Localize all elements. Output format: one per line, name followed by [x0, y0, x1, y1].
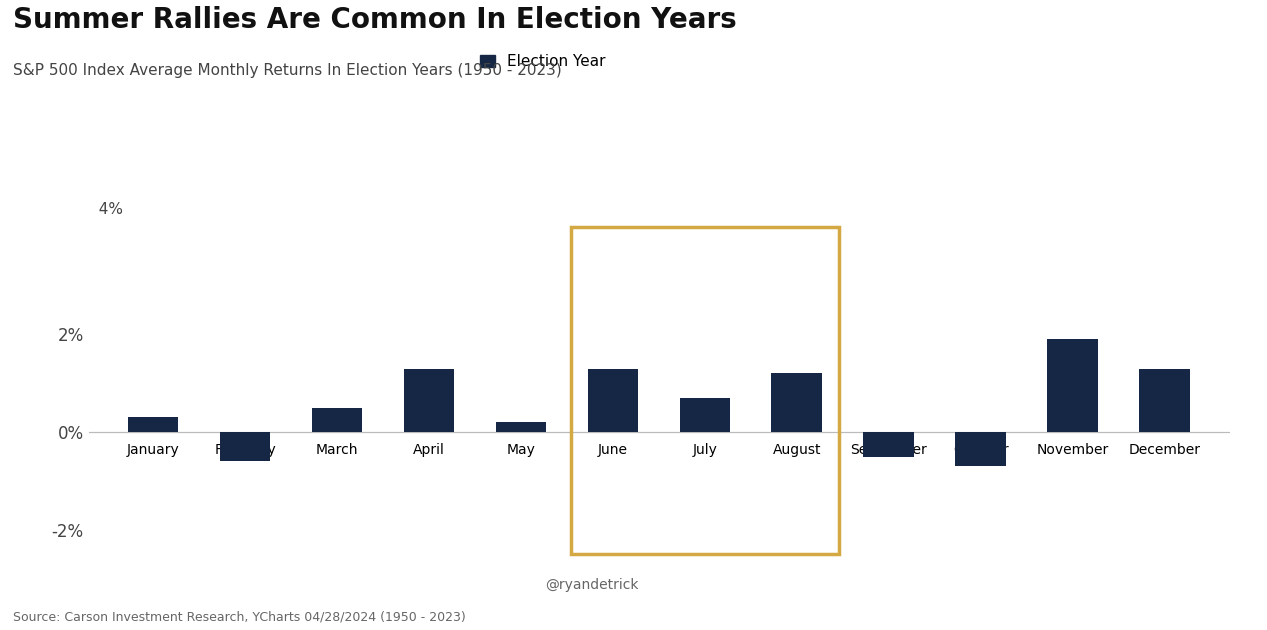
Bar	[1139, 369, 1190, 432]
Bar	[1048, 340, 1098, 432]
Text: Summer Rallies Are Common In Election Years: Summer Rallies Are Common In Election Ye…	[13, 6, 736, 34]
Text: 4%: 4%	[89, 202, 123, 217]
Text: Source: Carson Investment Research, YCharts 04/28/2024 (1950 - 2023): Source: Carson Investment Research, YCha…	[13, 610, 465, 624]
Bar	[495, 422, 546, 432]
Bar	[571, 227, 839, 554]
Bar	[128, 418, 179, 432]
Bar	[312, 408, 362, 432]
Bar	[219, 432, 270, 462]
Bar	[863, 432, 914, 457]
Bar	[679, 398, 730, 432]
Legend: Election Year: Election Year	[480, 54, 606, 69]
Bar	[772, 374, 822, 432]
Text: @ryandetrick: @ryandetrick	[545, 578, 639, 592]
Text: S&P 500 Index Average Monthly Returns In Election Years (1950 - 2023): S&P 500 Index Average Monthly Returns In…	[13, 63, 561, 78]
Bar	[955, 432, 1006, 466]
Bar	[404, 369, 455, 432]
Bar	[588, 369, 639, 432]
